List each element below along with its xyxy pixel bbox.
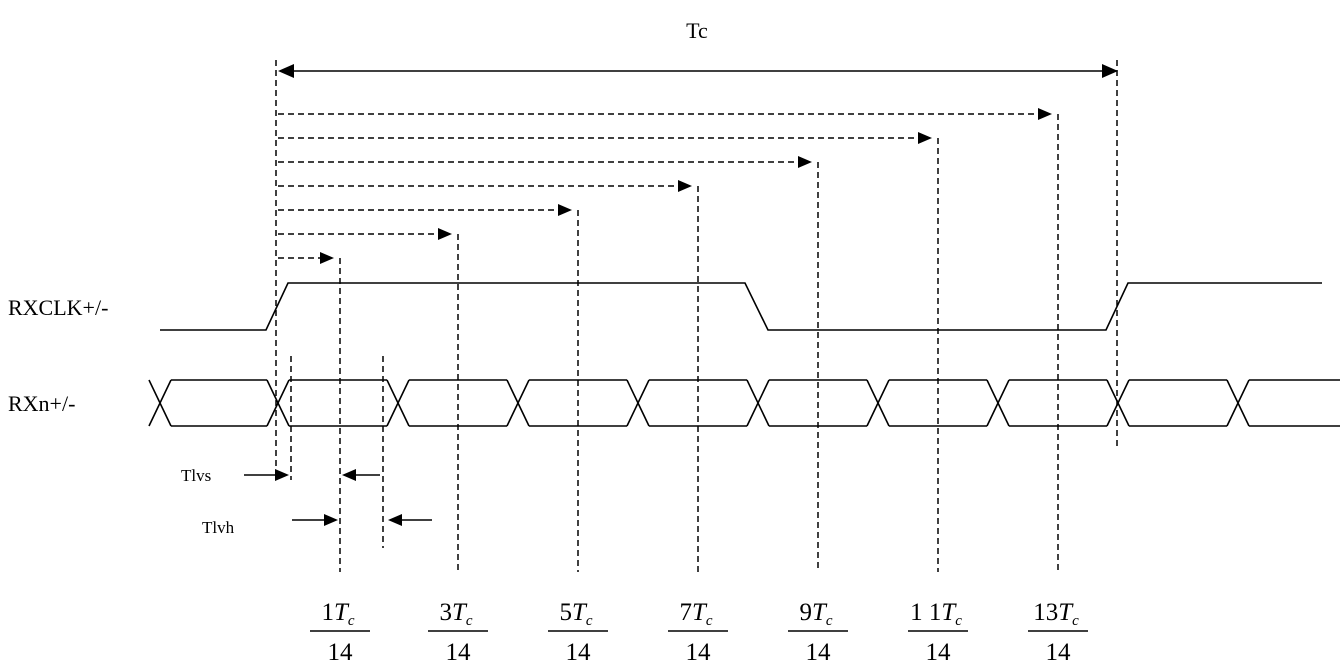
fraction-numerator: 7Tc <box>679 599 712 629</box>
data-transition <box>626 379 650 427</box>
strobe-marker <box>278 204 579 572</box>
hold-arrow <box>292 514 338 526</box>
hold-end-arrow <box>388 514 432 526</box>
clock-waveform <box>160 282 1322 331</box>
hold-label: Tlvh <box>202 518 235 537</box>
strobe-marker <box>278 156 819 572</box>
data-transition <box>148 379 172 427</box>
data-transition <box>1106 379 1130 427</box>
strobe-fraction: 1 1Tc 14 <box>908 599 968 666</box>
data-transition <box>386 379 410 427</box>
data-waveform <box>148 379 1340 427</box>
data-transition <box>266 379 290 427</box>
period-label: Tc <box>686 18 708 43</box>
strobe-marker <box>278 132 939 572</box>
fraction-denominator: 14 <box>686 639 712 666</box>
fraction-denominator: 14 <box>806 639 832 666</box>
setup-label: Tlvs <box>181 466 211 485</box>
strobe-fraction: 13Tc 14 <box>1028 599 1088 666</box>
period-tc-arrow <box>278 64 1118 78</box>
fraction-denominator: 14 <box>926 639 952 666</box>
fraction-denominator: 14 <box>1046 639 1072 666</box>
data-signal-label: RXn+/- <box>8 391 75 416</box>
fraction-numerator: 1Tc <box>321 599 354 629</box>
strobe-marker <box>278 252 341 572</box>
strobe-marker <box>278 180 699 572</box>
fraction-numerator: 5Tc <box>559 599 592 629</box>
data-transition <box>1226 379 1250 427</box>
data-transition <box>506 379 530 427</box>
setup-arrow <box>244 469 289 481</box>
strobe-marker <box>278 108 1059 572</box>
fraction-numerator: 13Tc <box>1033 599 1079 629</box>
fraction-denominator: 14 <box>446 639 472 666</box>
fraction-denominator: 14 <box>328 639 354 666</box>
data-transition <box>866 379 890 427</box>
fraction-numerator: 3Tc <box>439 599 472 629</box>
strobe-marker <box>278 228 459 572</box>
strobe-markers <box>278 108 1059 572</box>
data-transition <box>986 379 1010 427</box>
clock-signal-label: RXCLK+/- <box>8 295 108 320</box>
setup-end-arrow <box>342 469 380 481</box>
fraction-denominator: 14 <box>566 639 592 666</box>
fraction-numerator: 9Tc <box>799 599 832 629</box>
data-transition <box>746 379 770 427</box>
fraction-numerator: 1 1Tc <box>910 599 962 629</box>
